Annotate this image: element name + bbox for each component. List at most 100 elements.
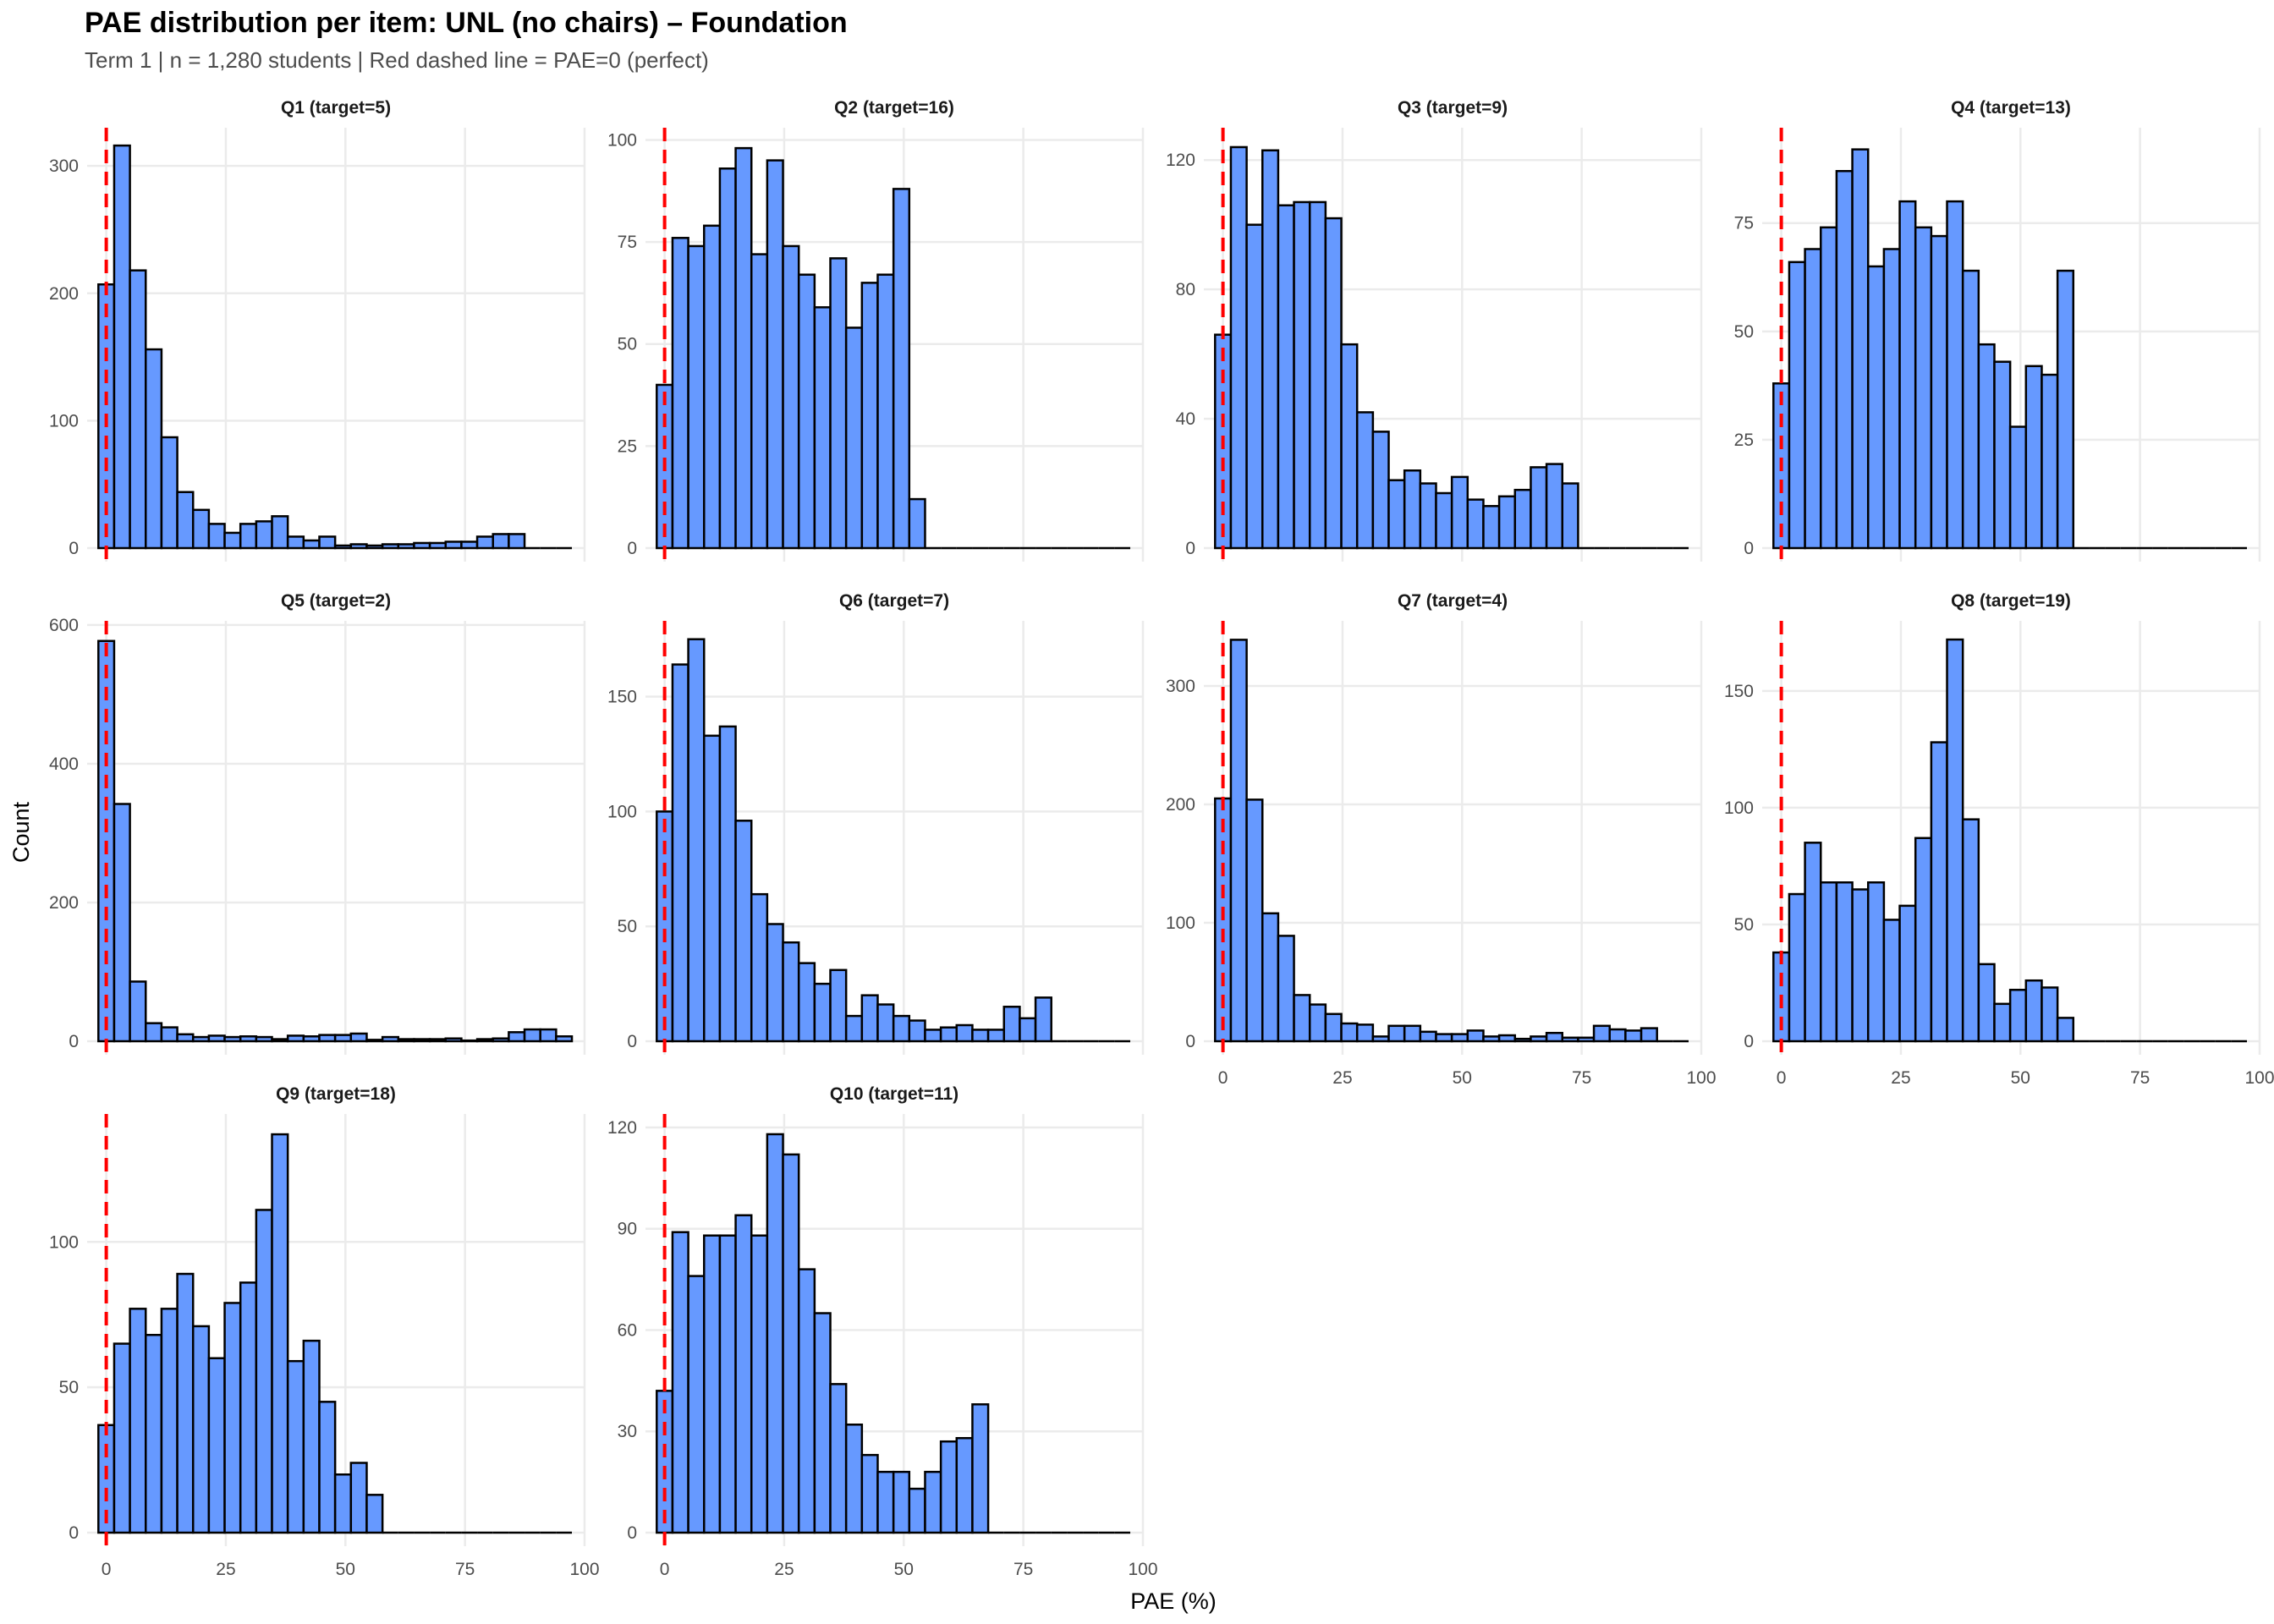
y-tick-label: 0: [627, 1523, 637, 1543]
histogram-bar: [271, 515, 289, 550]
histogram-bar: [460, 540, 479, 550]
histogram-bar: [1261, 149, 1280, 550]
histogram-bar: [782, 1153, 800, 1534]
y-tick-label: 150: [607, 688, 637, 707]
histogram-bar: [671, 663, 689, 1043]
histogram-bar: [492, 533, 510, 550]
histogram-bar: [365, 544, 384, 550]
histogram-bar: [1387, 1024, 1406, 1043]
histogram-bar: [129, 980, 147, 1043]
histogram-bar: [1513, 1037, 1532, 1043]
histogram-bar: [1277, 204, 1295, 550]
histogram-bar: [508, 1031, 526, 1043]
histogram-bar: [718, 1234, 737, 1534]
histogram-bar: [1403, 469, 1422, 550]
histogram-bar: [333, 1034, 353, 1043]
y-tick-label: 300: [1166, 677, 1195, 696]
histogram-bar: [939, 1026, 958, 1043]
histogram-bar: [333, 1473, 353, 1534]
histogram-bar: [381, 543, 400, 550]
histogram-bar: [844, 1014, 864, 1043]
histogram-bar: [1804, 248, 1822, 550]
histogram-bar: [955, 1023, 974, 1043]
panel-title: Q8 (target=19): [1951, 591, 2071, 611]
histogram-bar: [1835, 881, 1854, 1043]
histogram-bar: [1371, 431, 1390, 550]
histogram-bar: [176, 491, 195, 550]
histogram-bar: [860, 1453, 879, 1534]
histogram-bar: [1545, 1031, 1564, 1043]
histogram-bar: [1530, 466, 1548, 550]
y-tick-label: 100: [607, 802, 637, 821]
histogram-bar: [255, 1035, 273, 1043]
histogram-bar: [734, 820, 753, 1043]
y-tick-label: 50: [618, 335, 637, 354]
histogram-bar: [1308, 200, 1327, 550]
histogram-bar: [207, 1357, 226, 1534]
x-tick-label: 75: [1013, 1560, 1033, 1579]
histogram-bar: [687, 244, 706, 550]
histogram-bar: [523, 1028, 541, 1043]
histogram-bar: [829, 1383, 848, 1534]
x-tick-label: 75: [455, 1560, 475, 1579]
histogram-bar: [160, 1026, 179, 1043]
x-tick-label: 75: [1572, 1068, 1591, 1088]
y-tick-label: 0: [627, 539, 637, 558]
histogram-bar: [703, 224, 722, 550]
y-tick-label: 0: [627, 1032, 637, 1051]
panel-title: Q9 (target=18): [276, 1084, 396, 1104]
panel-q9: 0 50 100 Q9 (target=18) 0 25 50 75 100: [49, 1084, 600, 1579]
panel-q4: 0 25 50 75 Q4 (target=13): [1734, 98, 2261, 562]
histogram-bar: [971, 1029, 990, 1043]
histogram-bar: [555, 1035, 574, 1043]
histogram-bar: [318, 535, 337, 550]
histogram-bar: [1914, 837, 1933, 1043]
y-tick-label: 200: [1166, 795, 1195, 815]
histogram-bar: [1435, 491, 1453, 550]
histogram-bar: [892, 1014, 911, 1043]
histogram-bar: [460, 1039, 479, 1043]
histogram-bar: [908, 1487, 926, 1534]
histogram-bar: [939, 1440, 958, 1534]
histogram-bar: [239, 523, 258, 550]
histogram-bar: [860, 282, 879, 550]
histogram-bar: [397, 543, 415, 550]
chart-subtitle: Term 1 | n = 1,280 students | Red dashed…: [85, 47, 709, 73]
histogram-bar: [908, 1019, 926, 1043]
y-tick-label: 150: [1724, 682, 1754, 701]
panel-title: Q1 (target=5): [281, 98, 391, 118]
y-tick-label: 60: [618, 1320, 637, 1340]
x-tick-label: 0: [102, 1560, 112, 1579]
y-tick-label: 50: [1734, 322, 1754, 342]
panel-q1: 0 100 200 300 Q1 (target=5): [49, 98, 586, 562]
histogram-bar: [2056, 269, 2075, 550]
histogram-bar: [1419, 482, 1437, 550]
x-tick-label: 50: [336, 1560, 355, 1579]
histogram-bar: [1866, 881, 1886, 1043]
histogram-bar: [160, 1308, 179, 1534]
histogram-bar: [145, 1334, 163, 1534]
histogram-bar: [1019, 1017, 1037, 1043]
y-tick-label: 600: [49, 616, 79, 635]
histogram-bar: [718, 725, 737, 1043]
panel-title: Q3 (target=9): [1398, 98, 1508, 118]
x-tick-label: 50: [894, 1560, 914, 1579]
histogram-bar: [1340, 343, 1359, 550]
histogram-bar: [413, 541, 431, 550]
histogram-bar: [1497, 495, 1517, 550]
histogram-bar: [271, 1038, 289, 1043]
histogram-bar: [1308, 1003, 1327, 1043]
y-tick-label: 75: [1734, 214, 1754, 233]
histogram-bar: [1804, 842, 1822, 1043]
histogram-bar: [703, 1234, 722, 1534]
histogram-bar: [734, 1214, 753, 1534]
y-tick-label: 75: [618, 233, 637, 252]
y-tick-label: 300: [49, 156, 79, 176]
histogram-bar: [113, 803, 131, 1043]
histogram-bar: [428, 541, 448, 550]
histogram-bar: [223, 1035, 242, 1043]
x-tick-label: 25: [1332, 1068, 1352, 1088]
histogram-bar: [191, 508, 211, 550]
histogram-bar: [444, 540, 463, 550]
